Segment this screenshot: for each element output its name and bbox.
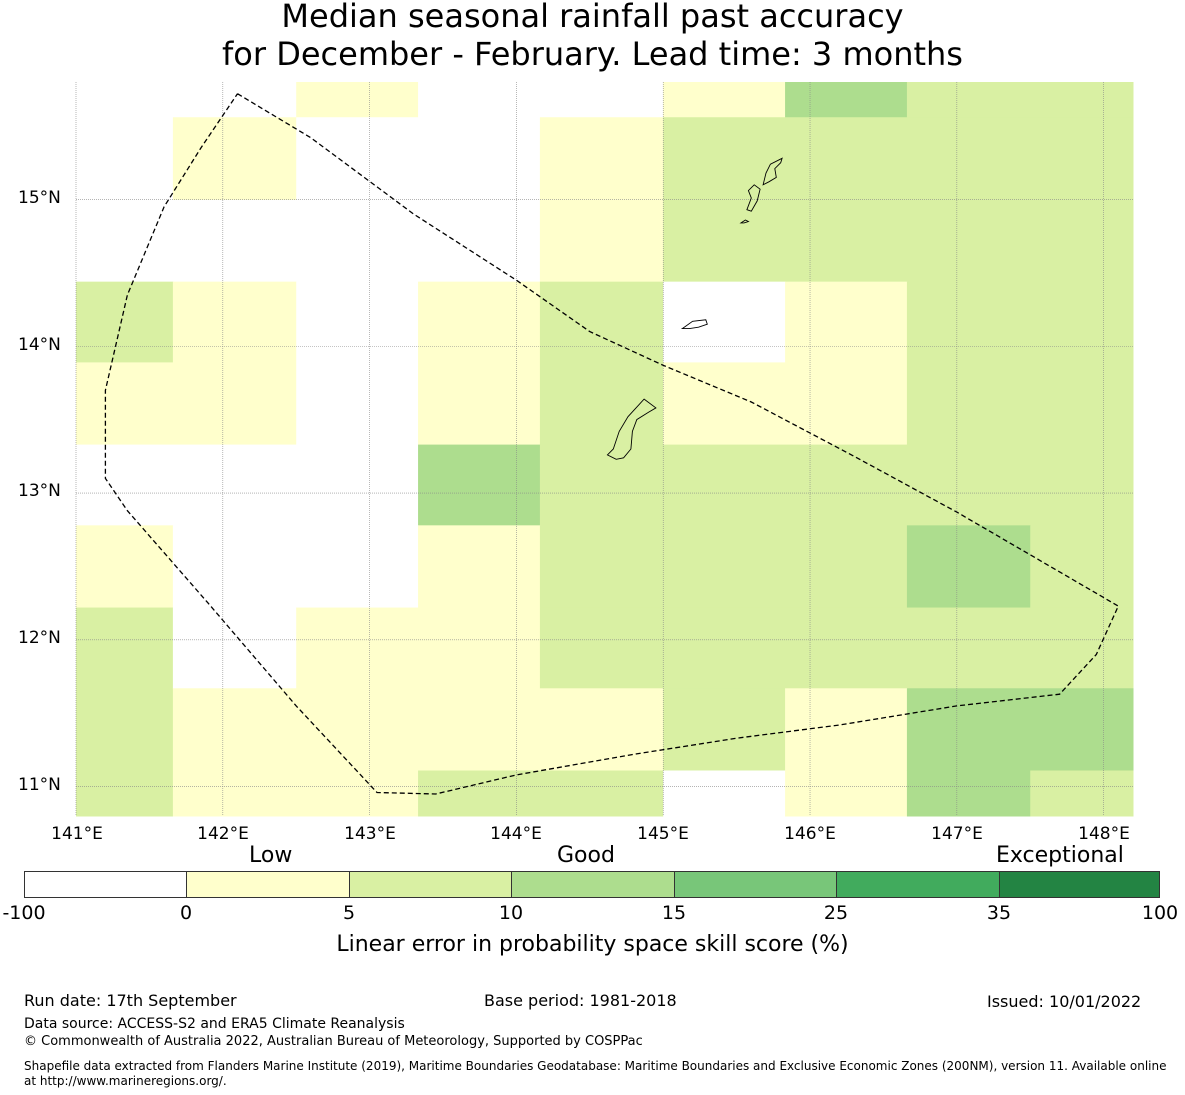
shapefile-credit-line1: Shapefile data extracted from Flanders M… bbox=[24, 1059, 1167, 1073]
colorbar-segment bbox=[25, 872, 187, 897]
skill-grid-cell bbox=[76, 281, 174, 363]
colorbar-segment bbox=[1000, 872, 1159, 897]
map-title-line2: for December - February. Lead time: 3 mo… bbox=[222, 35, 963, 73]
skill-grid-cell bbox=[785, 82, 908, 118]
colorbar-tick: 25 bbox=[823, 902, 849, 924]
data-source: Data source: ACCESS-S2 and ERA5 Climate … bbox=[24, 1016, 405, 1032]
lon-label-142e: 142°E bbox=[197, 824, 249, 844]
skill-grid-cell bbox=[785, 281, 908, 446]
colorbar-segment bbox=[350, 872, 512, 897]
lon-label-143e: 143°E bbox=[344, 824, 396, 844]
lat-label-15n: 15°N bbox=[18, 188, 61, 208]
skill-grid-cell bbox=[76, 525, 174, 609]
colorbar-tick: 5 bbox=[342, 902, 356, 924]
colorbar-segment bbox=[187, 872, 350, 897]
skill-grid-cell bbox=[418, 770, 664, 817]
map-plot bbox=[75, 82, 1134, 817]
lat-label-12n: 12°N bbox=[18, 628, 61, 648]
colorbar-label: Linear error in probability space skill … bbox=[336, 932, 849, 957]
skill-grid-cell bbox=[663, 362, 786, 446]
skill-grid-cell bbox=[172, 607, 297, 689]
skill-grid-cell bbox=[906, 688, 1134, 771]
skill-grid-cell bbox=[76, 82, 174, 283]
skill-grid-cell bbox=[539, 82, 664, 118]
lon-label-147e: 147°E bbox=[931, 824, 983, 844]
lon-label-141e: 141°E bbox=[51, 824, 103, 844]
skill-grid-cell bbox=[1030, 770, 1134, 817]
skill-grid-cell bbox=[663, 770, 786, 817]
skill-grid-cell bbox=[172, 688, 419, 817]
colorbar-tick: 0 bbox=[179, 902, 193, 924]
skill-grid-cell bbox=[172, 281, 297, 446]
island-rota bbox=[680, 319, 708, 330]
skill-grid-cell bbox=[906, 82, 1134, 118]
skill-grid-cell bbox=[296, 607, 541, 689]
skill-grid-cell bbox=[906, 525, 1031, 609]
skill-grid-cell bbox=[539, 607, 1134, 689]
map-title-line1: Median seasonal rainfall past accuracy bbox=[281, 0, 904, 35]
category-exceptional-label: Exceptional bbox=[996, 843, 1124, 868]
skill-grid-cell bbox=[296, 281, 419, 446]
skill-grid-cell bbox=[906, 281, 1134, 446]
skill-grid-cell bbox=[76, 444, 419, 526]
skill-grid-cell bbox=[785, 688, 908, 817]
shapefile-credit-line2: at http://www.marineregions.org/. bbox=[24, 1074, 227, 1088]
issued-date: Issued: 10/01/2022 bbox=[987, 992, 1142, 1011]
lon-label-148e: 148°E bbox=[1078, 824, 1130, 844]
colorbar-segment bbox=[837, 872, 1000, 897]
skill-grid-cell bbox=[418, 525, 541, 609]
lat-label-13n: 13°N bbox=[18, 481, 61, 501]
skill-grid-cell bbox=[663, 82, 786, 118]
lon-label-146e: 146°E bbox=[784, 824, 836, 844]
lat-label-11n: 11°N bbox=[18, 775, 61, 795]
island-aguijan bbox=[739, 219, 750, 224]
lon-label-145e: 145°E bbox=[637, 824, 689, 844]
skill-grid-cell bbox=[172, 525, 419, 609]
base-period: Base period: 1981-2018 bbox=[484, 991, 677, 1010]
skill-grid-cell bbox=[663, 281, 786, 363]
colorbar-segment bbox=[512, 872, 675, 897]
skill-grid-cell bbox=[418, 688, 664, 771]
island-saipan bbox=[762, 157, 783, 186]
skill-grid-cell bbox=[418, 444, 541, 526]
colorbar-tick: 35 bbox=[986, 902, 1012, 924]
colorbar-tick: -100 bbox=[2, 902, 46, 924]
skill-grid-cell bbox=[418, 281, 541, 446]
category-good-label: Good bbox=[557, 843, 615, 868]
eez-boundary bbox=[104, 93, 1120, 795]
skill-grid-cell bbox=[1030, 525, 1134, 609]
skill-grid-cell bbox=[76, 607, 174, 817]
run-date: Run date: 17th September bbox=[24, 991, 237, 1010]
skill-grid-cell bbox=[906, 770, 1031, 817]
colorbar-tick: 15 bbox=[661, 902, 687, 924]
skill-grid-cell bbox=[296, 82, 419, 118]
lat-label-14n: 14°N bbox=[18, 335, 61, 355]
skill-grid-cell bbox=[76, 362, 174, 446]
skill-grid-cell bbox=[539, 525, 908, 609]
copyright: © Commonwealth of Australia 2022, Austra… bbox=[24, 1034, 643, 1049]
lon-label-144e: 144°E bbox=[490, 824, 542, 844]
skill-grid-cell bbox=[539, 281, 664, 446]
skill-grid-cell bbox=[539, 444, 1134, 526]
island-guam bbox=[606, 398, 657, 460]
colorbar-tick: 100 bbox=[1141, 902, 1179, 924]
category-low-label: Low bbox=[249, 843, 293, 868]
skill-grid-cell bbox=[418, 82, 541, 283]
skill-grid-cell bbox=[663, 688, 786, 771]
colorbar-segment bbox=[675, 872, 837, 897]
colorbar bbox=[24, 871, 1160, 898]
island-tinian bbox=[746, 184, 761, 212]
colorbar-tick: 10 bbox=[498, 902, 524, 924]
skill-grid-cell bbox=[172, 117, 297, 200]
